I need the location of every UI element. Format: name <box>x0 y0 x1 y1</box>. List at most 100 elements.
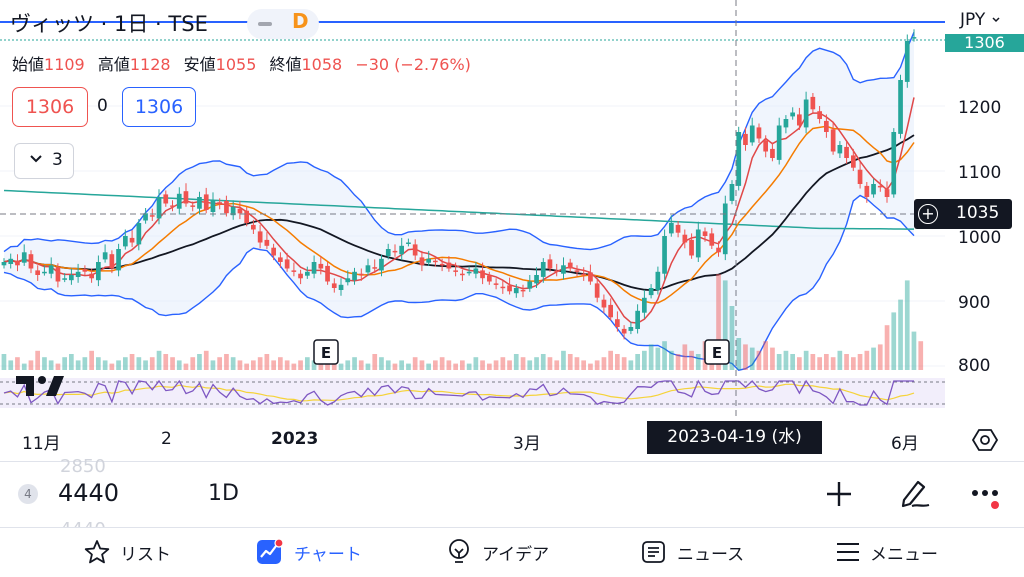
candle <box>507 277 512 295</box>
volume-bar <box>210 360 216 370</box>
bottom-toolbar <box>0 461 1024 528</box>
svg-text:E: E <box>712 344 722 362</box>
candle <box>217 198 222 210</box>
candle <box>844 141 849 164</box>
candle <box>392 244 398 257</box>
add-button[interactable] <box>824 479 854 513</box>
tab-label: アイデア <box>482 544 550 565</box>
candle <box>129 230 135 248</box>
candle <box>689 233 694 259</box>
volume-bar <box>176 360 182 370</box>
candle <box>365 258 371 276</box>
candle <box>149 208 155 221</box>
volume-bar <box>776 354 782 370</box>
candle <box>331 278 337 293</box>
candle <box>278 252 283 268</box>
candle <box>352 267 357 285</box>
price-picker[interactable]: 4440 <box>58 479 120 507</box>
bollinger-lower-band <box>3 194 915 371</box>
volume-bar <box>149 357 155 370</box>
volume-bar <box>500 357 506 370</box>
svg-text:E: E <box>321 344 331 362</box>
tab-ideas[interactable]: アイデア <box>446 530 549 574</box>
tab-menu[interactable]: メニュー <box>836 530 938 574</box>
volume-bar <box>116 360 121 370</box>
candle <box>716 241 721 257</box>
plus-icon <box>827 482 851 506</box>
star-icon <box>84 540 110 564</box>
volume-bar <box>743 344 748 370</box>
volume-bar <box>648 344 654 370</box>
volume-bar <box>884 325 890 370</box>
volume-bar <box>190 357 196 370</box>
volume-bar <box>547 357 553 370</box>
candle <box>89 268 94 283</box>
time-axis-label: 2 <box>161 429 172 449</box>
indicators-toggle-button[interactable]: 3 <box>14 143 74 179</box>
tab-label: リスト <box>120 544 171 565</box>
candle <box>776 117 782 165</box>
candle <box>75 263 81 283</box>
volume-bar <box>21 363 27 370</box>
tab-news[interactable]: ニュース <box>641 530 744 574</box>
chart-settings-icon[interactable] <box>971 428 999 456</box>
volume-bar <box>567 354 573 370</box>
candle <box>540 258 546 283</box>
volume-bar <box>156 350 162 370</box>
event-marker-earnings[interactable]: E <box>704 339 730 365</box>
last-price-tag: 1306 <box>945 34 1024 52</box>
candle <box>345 270 351 286</box>
candle <box>898 74 903 139</box>
volume-bar <box>608 350 613 370</box>
buy-button[interactable]: 1306 <box>122 87 196 127</box>
volume-bar <box>857 354 863 370</box>
candle <box>224 195 229 217</box>
ma-mid-line <box>3 125 915 304</box>
candle <box>904 34 910 88</box>
crosshair-price-label[interactable]: + 1035 <box>914 199 1012 229</box>
volume-bar <box>385 360 391 370</box>
candle <box>237 200 243 220</box>
volume-bar <box>911 331 917 370</box>
volume-bar <box>594 360 600 370</box>
event-marker-earnings[interactable]: E <box>313 339 339 365</box>
volume-bar <box>331 360 337 370</box>
candle <box>55 263 61 288</box>
candle <box>628 321 634 335</box>
volume-bar <box>69 354 74 370</box>
volume-bar <box>230 357 236 370</box>
tab-list[interactable]: リスト <box>84 530 171 574</box>
volume-bar <box>257 357 263 370</box>
sell-button[interactable]: 1306 <box>12 87 88 127</box>
candle <box>736 126 742 191</box>
volume-bar <box>143 360 148 370</box>
candle <box>837 141 843 158</box>
tab-chart[interactable]: チャート <box>256 530 362 574</box>
chart-icon <box>257 538 284 564</box>
candle <box>102 244 108 263</box>
volume-bar <box>851 357 856 370</box>
tab-label: メニュー <box>870 544 938 565</box>
close-value: 1058 <box>301 55 343 74</box>
candle <box>170 200 175 212</box>
symbol-title[interactable]: ヴィッツ · 1日 · TSE <box>10 12 208 36</box>
add-alert-plus-icon[interactable]: + <box>918 204 938 224</box>
high-value: 1128 <box>129 55 171 74</box>
candle <box>406 238 411 247</box>
price-chart[interactable]: E E <box>0 0 1024 461</box>
candle <box>372 259 378 274</box>
volume-bar <box>783 350 789 370</box>
volume-bar <box>224 354 229 370</box>
candle <box>163 190 169 207</box>
volume-bar <box>48 360 54 370</box>
candle <box>655 266 661 295</box>
candle <box>190 201 196 212</box>
drawing-tool-button[interactable] <box>896 474 932 514</box>
volume-bar <box>534 357 539 370</box>
more-options-button[interactable] <box>970 485 1004 515</box>
candle <box>8 253 14 269</box>
interval-selector[interactable]: 1D <box>208 481 239 506</box>
currency-selector[interactable]: JPY <box>960 10 1001 30</box>
volume-bar <box>35 350 40 370</box>
candle <box>210 192 216 217</box>
